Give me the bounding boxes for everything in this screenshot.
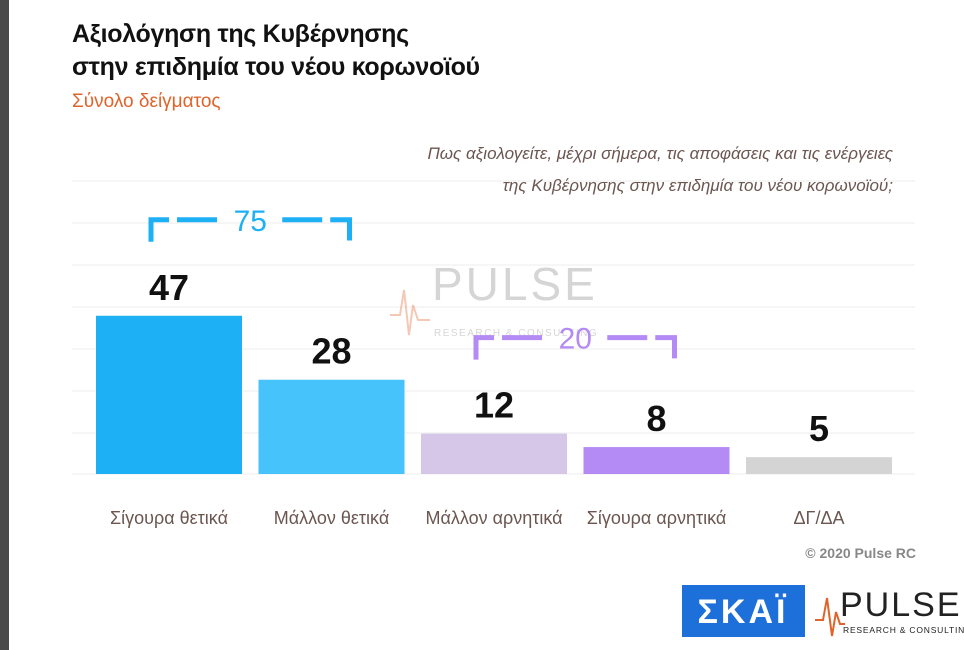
pulse-logo-wave <box>815 597 845 637</box>
bar <box>258 379 405 474</box>
bar <box>96 315 242 474</box>
bar <box>583 447 730 474</box>
side-strip <box>0 0 9 650</box>
watermark-sub: RESEARCH & CONSULTING <box>434 328 598 339</box>
copyright: © 2020 Pulse RC <box>805 545 916 561</box>
watermark-text: PULSE <box>432 258 598 310</box>
title-line2: στην επιδημία του νέου κορωνοϊού <box>72 53 480 81</box>
category-label: Σίγουρα θετικά <box>110 508 228 528</box>
bracket <box>148 217 352 242</box>
category-label: Σίγουρα αρνητικά <box>586 508 727 528</box>
skai-logo <box>682 585 805 637</box>
category-label: ΔΓ/ΔΑ <box>793 508 845 528</box>
bar <box>746 457 892 474</box>
watermark: PULSE RESEARCH & CONSULTING <box>390 258 598 339</box>
question-line2: της Κυβέρνησης στην επιδημία του νέου κο… <box>502 176 893 195</box>
question: Πως αξιολογείτε, μέχρι σήμερα, τις αποφά… <box>427 144 893 163</box>
bar <box>421 433 567 474</box>
value-label: 12 <box>474 385 514 426</box>
value-label: 5 <box>809 408 829 449</box>
pulse-logo-text: PULSE <box>840 586 962 624</box>
value-label: 47 <box>149 267 189 308</box>
pulse-logo-sub: RESEARCH & CONSULTING <box>843 625 964 635</box>
bracket <box>473 335 677 360</box>
bracket-sum: 20 <box>559 323 592 356</box>
value-label: 28 <box>311 331 351 372</box>
subtitle: Σύνολο δείγματος <box>72 91 221 112</box>
bracket-sum: 75 <box>234 205 267 238</box>
skai-logo-text: ΣΚΑΪ <box>698 593 789 631</box>
category-label: Μάλλον θετικά <box>273 508 390 528</box>
value-label: 8 <box>646 398 666 439</box>
title: Αξιολόγηση της Κυβέρνησης <box>72 20 409 48</box>
category-label: Μάλλον αρνητικά <box>425 508 563 528</box>
